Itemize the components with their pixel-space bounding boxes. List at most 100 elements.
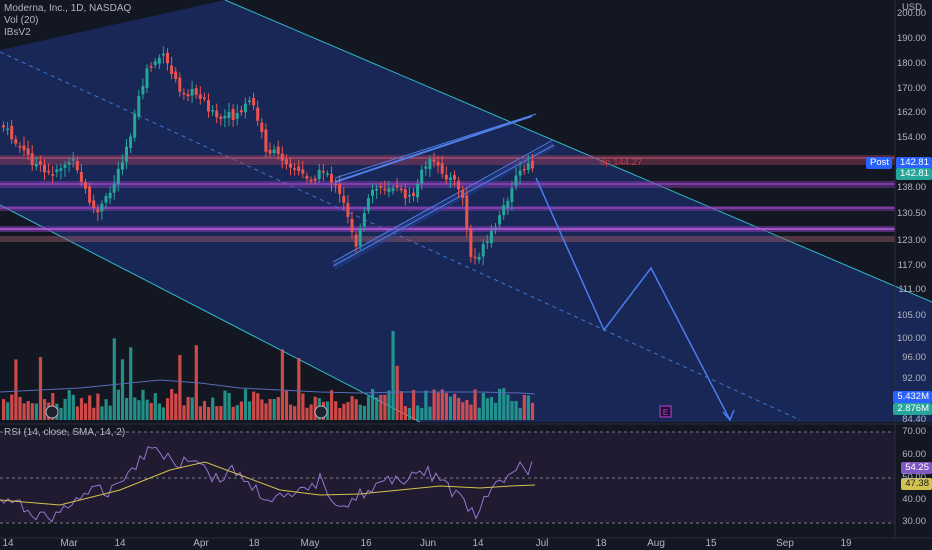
candle-body [276,146,280,155]
volume-bar [420,407,424,420]
channel-lower-line[interactable] [0,204,421,423]
candle-body [432,159,436,162]
volume-bar [6,402,10,420]
forecast-arrow-head [722,409,735,422]
candle-body [268,149,272,154]
volume-bar [141,389,145,420]
candle-body [120,162,124,170]
candle-body [211,110,215,112]
candle-body [235,113,239,119]
candle-body [264,129,268,152]
channel-upper-line[interactable] [224,0,932,303]
last-price-tag: 142.81 [895,168,932,180]
earnings-icon[interactable] [314,405,328,419]
candle-body [272,149,276,154]
time-axis-label: 18 [595,538,607,549]
volume-bar [149,402,153,420]
candle-body [494,227,497,230]
candle-body [530,160,534,169]
volume-bar [391,330,395,420]
candle-body [293,168,297,170]
rsi-axis-label: 40.00 [902,494,926,505]
volume-bar [79,398,84,420]
currency-label: USD [901,2,922,13]
volume-bar [518,407,522,420]
candle-body [178,77,182,92]
resistance-zone[interactable] [0,155,895,165]
candle-body [428,159,432,170]
forecast-path[interactable] [535,177,731,421]
volume-bar [399,391,403,420]
rsi-line[interactable] [0,445,533,523]
volume-bar [182,405,186,420]
time-axis-label: Jun [419,538,437,549]
time-axis-label: 19 [840,538,852,549]
candlestick-series[interactable] [2,46,534,266]
candle-body [145,68,149,88]
candle-body [239,110,243,113]
volume-bar [416,405,420,420]
candle-body [391,188,395,192]
volume-bar [202,400,207,420]
candle-body [248,100,251,103]
candle-body [108,192,112,199]
volume-bar [38,357,43,420]
candle-body [453,175,456,180]
volume-indicator-label[interactable]: Vol (20) [4,15,39,26]
candle-body [256,107,260,121]
wedge-lower-line[interactable] [332,144,555,267]
event-e-marker[interactable] [659,405,672,418]
candle-body [2,125,5,128]
candle-body [371,189,374,196]
volume-bar [112,338,116,420]
volume-bar [67,390,71,420]
volume-bar [366,396,371,420]
candle-body [280,153,284,161]
candle-body [346,203,350,217]
rsi-ma-line[interactable] [0,461,536,506]
volume-bar [342,403,346,420]
candle-body [461,189,465,198]
candle-body [207,100,210,112]
wedge-upper-line-2[interactable] [334,113,537,179]
candle-body [63,164,67,168]
time-axis-label: Sep [776,538,794,549]
volume-bar [219,406,223,420]
candle-body [448,177,452,181]
volume-bar [272,398,276,420]
candle-body [518,170,522,176]
candle-body [67,162,71,165]
candle-body [383,188,387,191]
candle-body [354,234,358,247]
wedge-upper-line[interactable] [334,115,533,183]
volume-bar [96,393,100,420]
volume-bar [334,401,338,420]
time-axis-label: 14 [472,538,484,549]
earnings-icon[interactable] [45,405,59,419]
candle-body [403,189,407,199]
volume-bar [403,406,407,420]
candle-body [440,163,444,174]
support-zone-4[interactable] [0,236,895,242]
rising-wedge[interactable] [333,142,555,270]
ibs-indicator-label[interactable]: IBsV2 [4,27,31,38]
volume-bar [170,389,174,420]
candle-body [489,230,493,244]
wedge-lower-line-2[interactable] [332,139,554,263]
volume-bar [264,403,268,420]
dp-annotation[interactable]: dp 144.27 [600,157,643,168]
candle-body [424,166,428,169]
channel-mid-line[interactable] [0,51,801,421]
candle-body [22,145,26,151]
volume-bar [301,393,305,420]
volume-bar [133,397,137,420]
candle-body [321,171,325,173]
time-axis-label: 14 [2,538,14,549]
volume-bar [125,397,129,420]
volume-bar [477,407,481,420]
rsi-indicator-label[interactable]: RSI (14, close, SMA, 14, 2) [4,427,126,438]
symbol-title[interactable]: Moderna, Inc., 1D, NASDAQ [4,3,132,14]
volume-bar [383,394,387,420]
candle-body [457,180,461,190]
